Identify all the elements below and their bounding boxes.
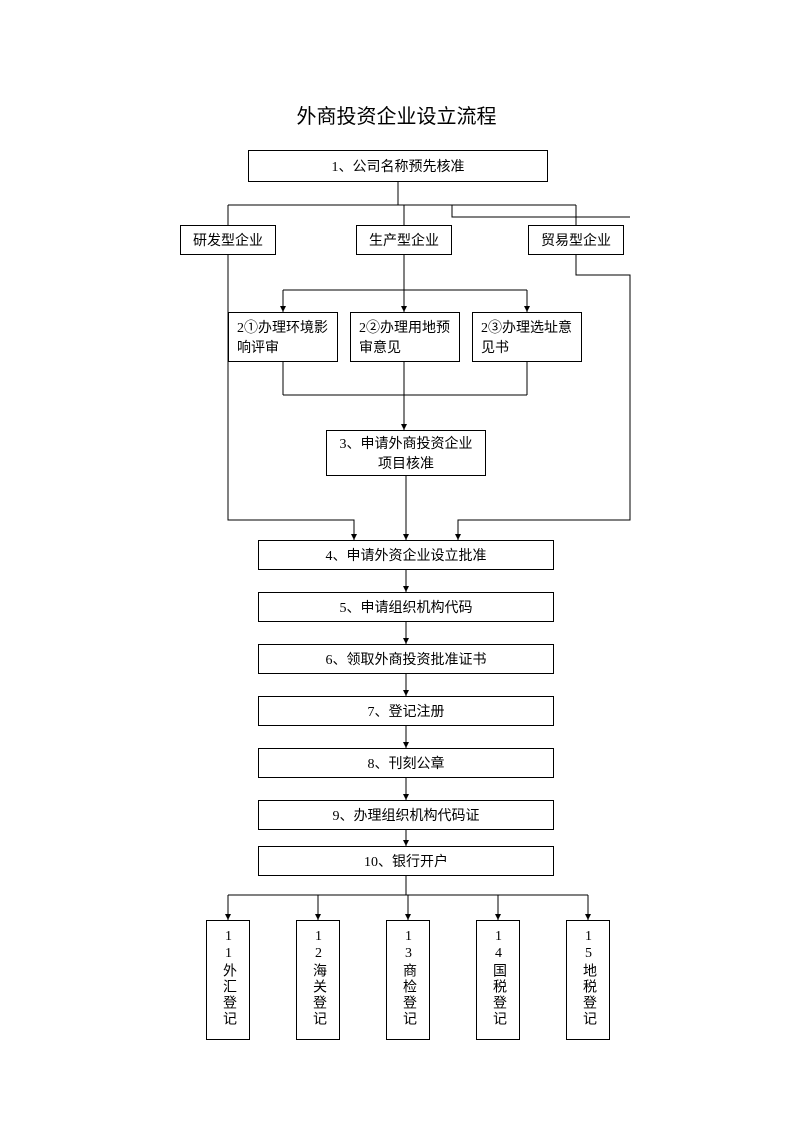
node-step11-label: 11外汇登记 bbox=[218, 929, 238, 1027]
node-type-trade-label: 贸易型企业 bbox=[541, 230, 611, 250]
node-step10: 10、银行开户 bbox=[258, 846, 554, 876]
node-step3: 3、申请外商投资企业项目核准 bbox=[326, 430, 486, 476]
node-type-trade: 贸易型企业 bbox=[528, 225, 624, 255]
node-step8: 8、刊刻公章 bbox=[258, 748, 554, 778]
node-step5: 5、申请组织机构代码 bbox=[258, 592, 554, 622]
node-step9-label: 9、办理组织机构代码证 bbox=[333, 805, 480, 825]
node-step2-1-label: 2①办理环境影响评审 bbox=[237, 317, 329, 357]
node-step4-label: 4、申请外资企业设立批准 bbox=[326, 545, 487, 565]
node-step1-label: 1、公司名称预先核准 bbox=[332, 156, 465, 176]
node-step14-label: 14国税登记 bbox=[488, 929, 508, 1027]
node-step2-2-label: 2②办理用地预审意见 bbox=[359, 317, 451, 357]
node-step7: 7、登记注册 bbox=[258, 696, 554, 726]
node-step6-label: 6、领取外商投资批准证书 bbox=[326, 649, 487, 669]
flowchart-canvas: 外商投资企业设立流程 1、公司名称预先核准 研发型企业 生产型企业 贸易型企业 … bbox=[0, 0, 793, 1122]
node-step3-label: 3、申请外商投资企业项目核准 bbox=[335, 433, 477, 473]
node-step15: 15地税登记 bbox=[566, 920, 610, 1040]
node-step9: 9、办理组织机构代码证 bbox=[258, 800, 554, 830]
node-step2-2: 2②办理用地预审意见 bbox=[350, 312, 460, 362]
node-type-prod: 生产型企业 bbox=[356, 225, 452, 255]
node-step13: 13商检登记 bbox=[386, 920, 430, 1040]
node-step8-label: 8、刊刻公章 bbox=[368, 753, 445, 773]
node-type-prod-label: 生产型企业 bbox=[369, 230, 439, 250]
node-step4: 4、申请外资企业设立批准 bbox=[258, 540, 554, 570]
node-step2-3-label: 2③办理选址意见书 bbox=[481, 317, 573, 357]
node-step7-label: 7、登记注册 bbox=[368, 701, 445, 721]
node-step12-label: 12海关登记 bbox=[308, 929, 328, 1027]
node-step11: 11外汇登记 bbox=[206, 920, 250, 1040]
node-type-rd: 研发型企业 bbox=[180, 225, 276, 255]
node-step6: 6、领取外商投资批准证书 bbox=[258, 644, 554, 674]
page-title: 外商投资企业设立流程 bbox=[0, 100, 793, 129]
node-step2-3: 2③办理选址意见书 bbox=[472, 312, 582, 362]
node-step15-label: 15地税登记 bbox=[578, 929, 598, 1027]
node-step1: 1、公司名称预先核准 bbox=[248, 150, 548, 182]
node-step13-label: 13商检登记 bbox=[398, 929, 418, 1027]
node-step2-1: 2①办理环境影响评审 bbox=[228, 312, 338, 362]
node-type-rd-label: 研发型企业 bbox=[193, 230, 263, 250]
node-step10-label: 10、银行开户 bbox=[364, 851, 448, 871]
node-step14: 14国税登记 bbox=[476, 920, 520, 1040]
node-step12: 12海关登记 bbox=[296, 920, 340, 1040]
node-step5-label: 5、申请组织机构代码 bbox=[340, 597, 473, 617]
